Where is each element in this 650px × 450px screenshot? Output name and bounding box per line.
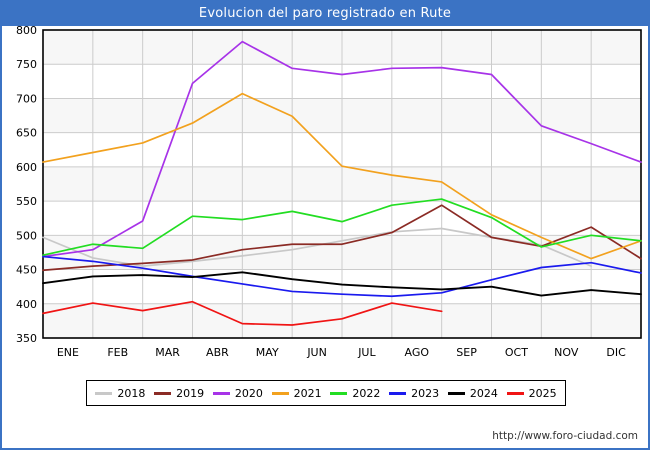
legend-label: 2020 [234, 386, 263, 400]
legend-swatch-icon [212, 391, 230, 395]
svg-text:AGO: AGO [404, 346, 429, 359]
svg-text:400: 400 [16, 298, 37, 311]
svg-text:JUN: JUN [306, 346, 327, 359]
svg-text:SEP: SEP [456, 346, 477, 359]
svg-text:ABR: ABR [206, 346, 229, 359]
svg-text:ENE: ENE [57, 346, 79, 359]
legend-swatch-icon [330, 391, 348, 395]
svg-text:650: 650 [16, 127, 37, 140]
svg-text:FEB: FEB [107, 346, 128, 359]
svg-text:750: 750 [16, 58, 37, 71]
legend-item-2021[interactable]: 2021 [271, 386, 322, 400]
legend-item-2025[interactable]: 2025 [506, 386, 557, 400]
svg-text:MAR: MAR [155, 346, 180, 359]
svg-text:JUL: JUL [357, 346, 376, 359]
svg-text:500: 500 [16, 229, 37, 242]
legend-item-2022[interactable]: 2022 [330, 387, 380, 400]
legend-label: 2018 [117, 386, 146, 400]
svg-text:DIC: DIC [606, 346, 626, 359]
legend-item-2024[interactable]: 2024 [447, 386, 498, 400]
legend-label: 2021 [293, 386, 322, 400]
source-url: http://www.foro-ciudad.com [492, 430, 638, 442]
legend-swatch-icon [506, 391, 524, 395]
legend-label: 2024 [469, 386, 498, 400]
chart-plot-area: 350 400 450 500 550 600 650 700 750 800 ENE FEB MAR A… [2, 26, 648, 368]
svg-text:700: 700 [16, 92, 37, 105]
legend-item-2018[interactable]: 2018 [95, 387, 145, 400]
svg-text:800: 800 [16, 26, 37, 37]
svg-text:600: 600 [16, 161, 37, 174]
chart-legend: 2018 2019 2020 2021 2022 2023 2024 2025 [86, 380, 566, 406]
svg-text:450: 450 [16, 264, 37, 277]
svg-text:OCT: OCT [505, 346, 528, 359]
svg-text:MAY: MAY [256, 346, 279, 359]
legend-label: 2023 [411, 386, 440, 400]
legend-item-2019[interactable]: 2019 [154, 387, 204, 400]
legend-label: 2025 [528, 386, 557, 400]
legend-item-2020[interactable]: 2020 [212, 386, 263, 400]
legend-swatch-icon [389, 391, 407, 395]
legend-swatch-icon [447, 391, 465, 395]
legend-swatch-icon [154, 391, 172, 395]
line-chart-svg: 350 400 450 500 550 600 650 700 750 800 ENE FEB MAR A… [16, 26, 642, 359]
page-title: Evolucion del paro registrado en Rute [198, 6, 452, 21]
legend-swatch-icon [271, 391, 289, 395]
legend-label: 2022 [352, 386, 381, 400]
svg-text:350: 350 [16, 332, 37, 345]
svg-text:NOV: NOV [554, 346, 579, 359]
legend-item-2023[interactable]: 2023 [389, 387, 439, 400]
svg-text:550: 550 [16, 195, 37, 208]
legend-swatch-icon [95, 391, 113, 395]
legend-label: 2019 [176, 386, 205, 400]
window-title-bar: Evolucion del paro registrado en Rute [2, 2, 648, 26]
